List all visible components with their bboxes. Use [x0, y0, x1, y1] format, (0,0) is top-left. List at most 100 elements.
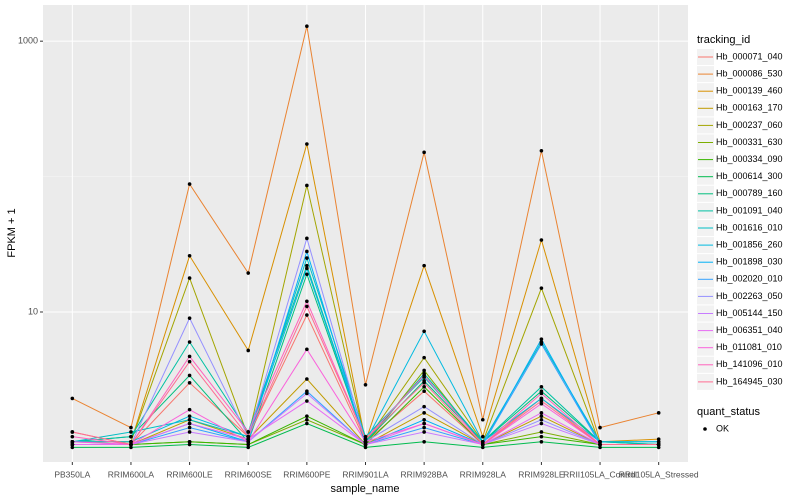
data-point: [422, 380, 426, 385]
x-tick-label: RRIM600LA: [108, 469, 155, 479]
data-point: [246, 430, 251, 434]
data-point: [539, 342, 544, 346]
data-point: [539, 391, 544, 396]
x-tick-label: RRIM600SE: [225, 469, 273, 479]
data-point: [656, 442, 661, 447]
data-point: [187, 359, 192, 364]
data-point: [598, 439, 602, 444]
x-tick-label: RRII105LA_Control: [563, 469, 637, 479]
data-point: [246, 442, 251, 447]
data-point: [70, 396, 75, 401]
legend-label: Hb_000331_630: [716, 137, 783, 147]
legend-label: Hb_005144_150: [716, 308, 783, 318]
data-point: [363, 434, 368, 439]
data-point: [187, 414, 192, 418]
legend-label: Hb_164945_030: [716, 376, 783, 386]
data-point: [422, 430, 426, 434]
data-point: [305, 142, 309, 146]
legend-title: tracking_id: [697, 34, 750, 46]
x-tick-label: RRIM928LA: [460, 469, 507, 479]
data-point: [422, 329, 426, 334]
data-point: [539, 399, 544, 403]
data-point: [187, 340, 192, 344]
data-point: [70, 442, 75, 447]
y-tick-label: 10: [28, 306, 38, 316]
legend-label: Hb_011081_010: [716, 342, 782, 352]
data-point: [187, 182, 192, 186]
data-point: [539, 411, 544, 415]
data-point: [539, 396, 544, 401]
data-point: [422, 150, 426, 155]
legend-label: OK: [716, 423, 729, 433]
data-point: [422, 263, 426, 268]
data-point: [363, 442, 368, 447]
data-point: [422, 439, 426, 444]
data-point: [656, 439, 661, 444]
legend-label: Hb_001898_030: [716, 257, 783, 267]
data-point: [305, 313, 309, 317]
data-point: [480, 439, 485, 444]
data-point: [305, 236, 309, 241]
data-point: [129, 445, 133, 450]
data-point: [305, 263, 309, 268]
x-axis-title: sample_name: [330, 483, 399, 495]
legend-label: Hb_000139_460: [716, 86, 783, 96]
data-point: [363, 439, 368, 444]
data-point: [187, 380, 192, 385]
data-point: [70, 439, 75, 444]
data-point: [480, 434, 485, 439]
data-point: [187, 253, 192, 258]
data-point: [656, 411, 661, 415]
data-point: [422, 355, 426, 360]
data-point: [129, 434, 133, 439]
data-point: [246, 348, 251, 353]
data-point: [187, 425, 192, 430]
legend-label: Hb_001091_040: [716, 205, 783, 215]
legend-label: Hb_000334_090: [716, 154, 783, 164]
data-point: [305, 377, 309, 381]
legend-label: Hb_000163_170: [716, 103, 783, 113]
data-point: [129, 425, 133, 430]
data-point: [246, 434, 251, 439]
data-point: [70, 434, 75, 439]
data-point: [539, 434, 544, 439]
data-point: [539, 430, 544, 434]
data-point: [539, 238, 544, 242]
data-point: [422, 417, 426, 422]
data-point: [305, 256, 309, 260]
legend-label: Hb_141096_010: [716, 359, 783, 369]
data-point: [422, 389, 426, 393]
data-point: [422, 411, 426, 415]
data-point: [422, 385, 426, 389]
data-point: [539, 439, 544, 444]
legend-label: Hb_000237_060: [716, 120, 783, 130]
data-point: [305, 399, 309, 403]
data-point: [246, 445, 251, 450]
data-point: [187, 421, 192, 426]
data-point: [187, 439, 192, 444]
data-point: [656, 445, 661, 450]
data-point: [305, 347, 309, 352]
data-point: [305, 272, 309, 277]
data-point: [305, 183, 309, 188]
data-point: [70, 430, 75, 434]
data-point: [129, 430, 133, 434]
x-tick-label: RRIM600LE: [166, 469, 213, 479]
data-point: [305, 266, 309, 271]
data-point: [656, 437, 661, 441]
data-point: [539, 421, 544, 426]
data-point: [363, 445, 368, 450]
data-point: [422, 368, 426, 373]
data-point: [539, 286, 544, 290]
data-point: [422, 404, 426, 409]
data-point: [363, 437, 368, 441]
legend-label: Hb_006351_040: [716, 325, 783, 335]
data-point: [363, 382, 368, 387]
data-point: [129, 439, 133, 444]
x-tick-label: PB350LA: [54, 469, 90, 479]
x-tick-label: RRIM600PE: [283, 469, 331, 479]
data-point: [539, 417, 544, 422]
data-point: [305, 24, 309, 29]
data-point: [539, 337, 544, 341]
